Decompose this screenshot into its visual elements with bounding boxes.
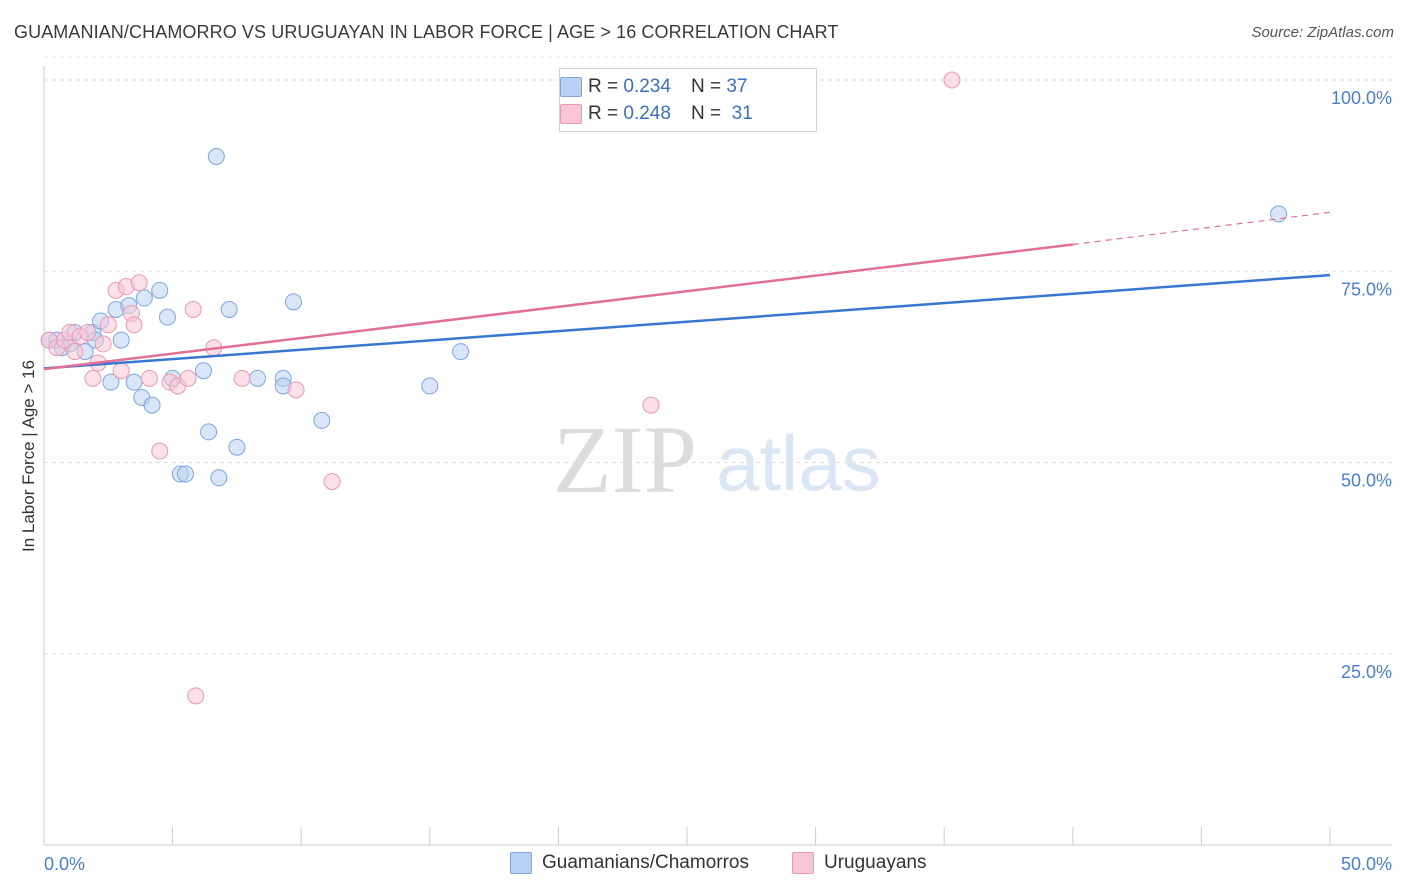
tick-labels: 25.0% 50.0% 75.0% 100.0% 0.0% 50.0% [44, 88, 1392, 874]
data-point-guamanian [135, 289, 153, 307]
chart-title: GUAMANIAN/CHAMORRO VS URUGUAYAN IN LABOR… [14, 22, 839, 42]
legend-n-value: 31 [731, 103, 753, 124]
legend-n-label: N = [690, 103, 722, 124]
data-point-guamanian [220, 301, 238, 318]
data-point-uruguayan [184, 301, 202, 318]
data-point-guamanian [102, 373, 120, 391]
legend-n-value: 37 [726, 76, 748, 97]
data-point-guamanian [313, 411, 331, 429]
y-tick-label: 50.0% [1341, 471, 1392, 491]
watermark: ZIP atlas [553, 406, 881, 513]
legend-n-label: N = [690, 76, 722, 97]
data-point-uruguayan [99, 316, 117, 334]
data-point-uruguayan [130, 274, 148, 292]
data-point-guamanian [143, 396, 161, 414]
data-point-uruguayan [287, 381, 305, 399]
legend-swatch-pink [560, 104, 582, 124]
data-point-guamanian [210, 469, 228, 487]
legend-swatch-blue [510, 852, 532, 874]
legend-swatch-pink [792, 852, 814, 874]
data-point-uruguayan [140, 369, 158, 387]
correlation-legend: R = 0.234 N = 37 R = 0.248 N = 31 [559, 68, 817, 132]
trend-lines [43, 211, 1331, 371]
data-point-guamanian [452, 343, 470, 361]
legend-r-label: R = [588, 103, 619, 124]
legend-item-guamanians: Guamanians/Chamorros [510, 852, 749, 874]
data-point-uruguayan [642, 396, 660, 414]
y-axis-title: In Labor Force | Age > 16 [19, 360, 38, 552]
series-legend: Guamanians/Chamorros Uruguayans [0, 852, 1406, 878]
y-tick-label: 100.0% [1331, 88, 1392, 108]
data-point-uruguayan [943, 71, 961, 89]
legend-label-guamanians: Guamanians/Chamorros [542, 852, 749, 873]
legend-item-uruguayans: Uruguayans [792, 852, 926, 874]
x-tick-label: 0.0% [44, 854, 85, 874]
legend-r-value: 0.234 [623, 76, 671, 97]
legend-r-value: 0.248 [623, 103, 671, 124]
data-point-uruguayan [179, 369, 197, 387]
data-point-guamanian [151, 281, 169, 299]
data-point-uruguayan [84, 369, 102, 387]
data-point-uruguayan [79, 323, 97, 341]
watermark-atlas: atlas [716, 419, 881, 507]
data-point-uruguayan [323, 473, 341, 491]
y-tick-label: 75.0% [1341, 279, 1392, 299]
data-point-uruguayan [233, 369, 251, 387]
data-point-guamanian [248, 369, 266, 387]
data-point-uruguayan [151, 442, 169, 460]
data-point-guamanian [421, 377, 439, 395]
y-tick-label: 25.0% [1341, 662, 1392, 682]
x-tick-label: 50.0% [1341, 854, 1392, 874]
data-point-uruguayan [125, 316, 143, 334]
trend-line-guamanians [43, 273, 1331, 370]
data-point-guamanian [158, 308, 176, 326]
trend-line-uruguayans [43, 243, 1073, 371]
data-point-guamanian [207, 148, 225, 165]
data-point-guamanian [284, 293, 302, 311]
data-point-guamanian [194, 362, 212, 380]
legend-swatch-blue [560, 77, 582, 97]
data-point-guamanian [176, 465, 194, 483]
data-point-uruguayan [94, 335, 112, 353]
data-point-uruguayan [66, 343, 84, 361]
legend-r-label: R = [588, 76, 619, 97]
legend-row-guamanians: R = 0.234 N = 37 [560, 75, 748, 99]
data-point-guamanian [112, 331, 130, 349]
watermark-zip: ZIP [553, 406, 697, 513]
grid-lines [44, 56, 1392, 655]
data-point-uruguayan [187, 687, 205, 705]
series-uruguayans-points [40, 71, 961, 705]
legend-row-uruguayans: R = 0.248 N = 31 [560, 102, 753, 126]
data-point-guamanian [228, 438, 246, 456]
data-point-guamanian [200, 423, 218, 441]
axes [43, 66, 1392, 846]
data-point-uruguayan [112, 362, 130, 380]
data-point-guamanian [125, 373, 143, 391]
trend-line-uruguayans-extension [1072, 211, 1331, 246]
legend-label-uruguayans: Uruguayans [824, 852, 927, 873]
source-credit: Source: ZipAtlas.com [1251, 24, 1394, 41]
